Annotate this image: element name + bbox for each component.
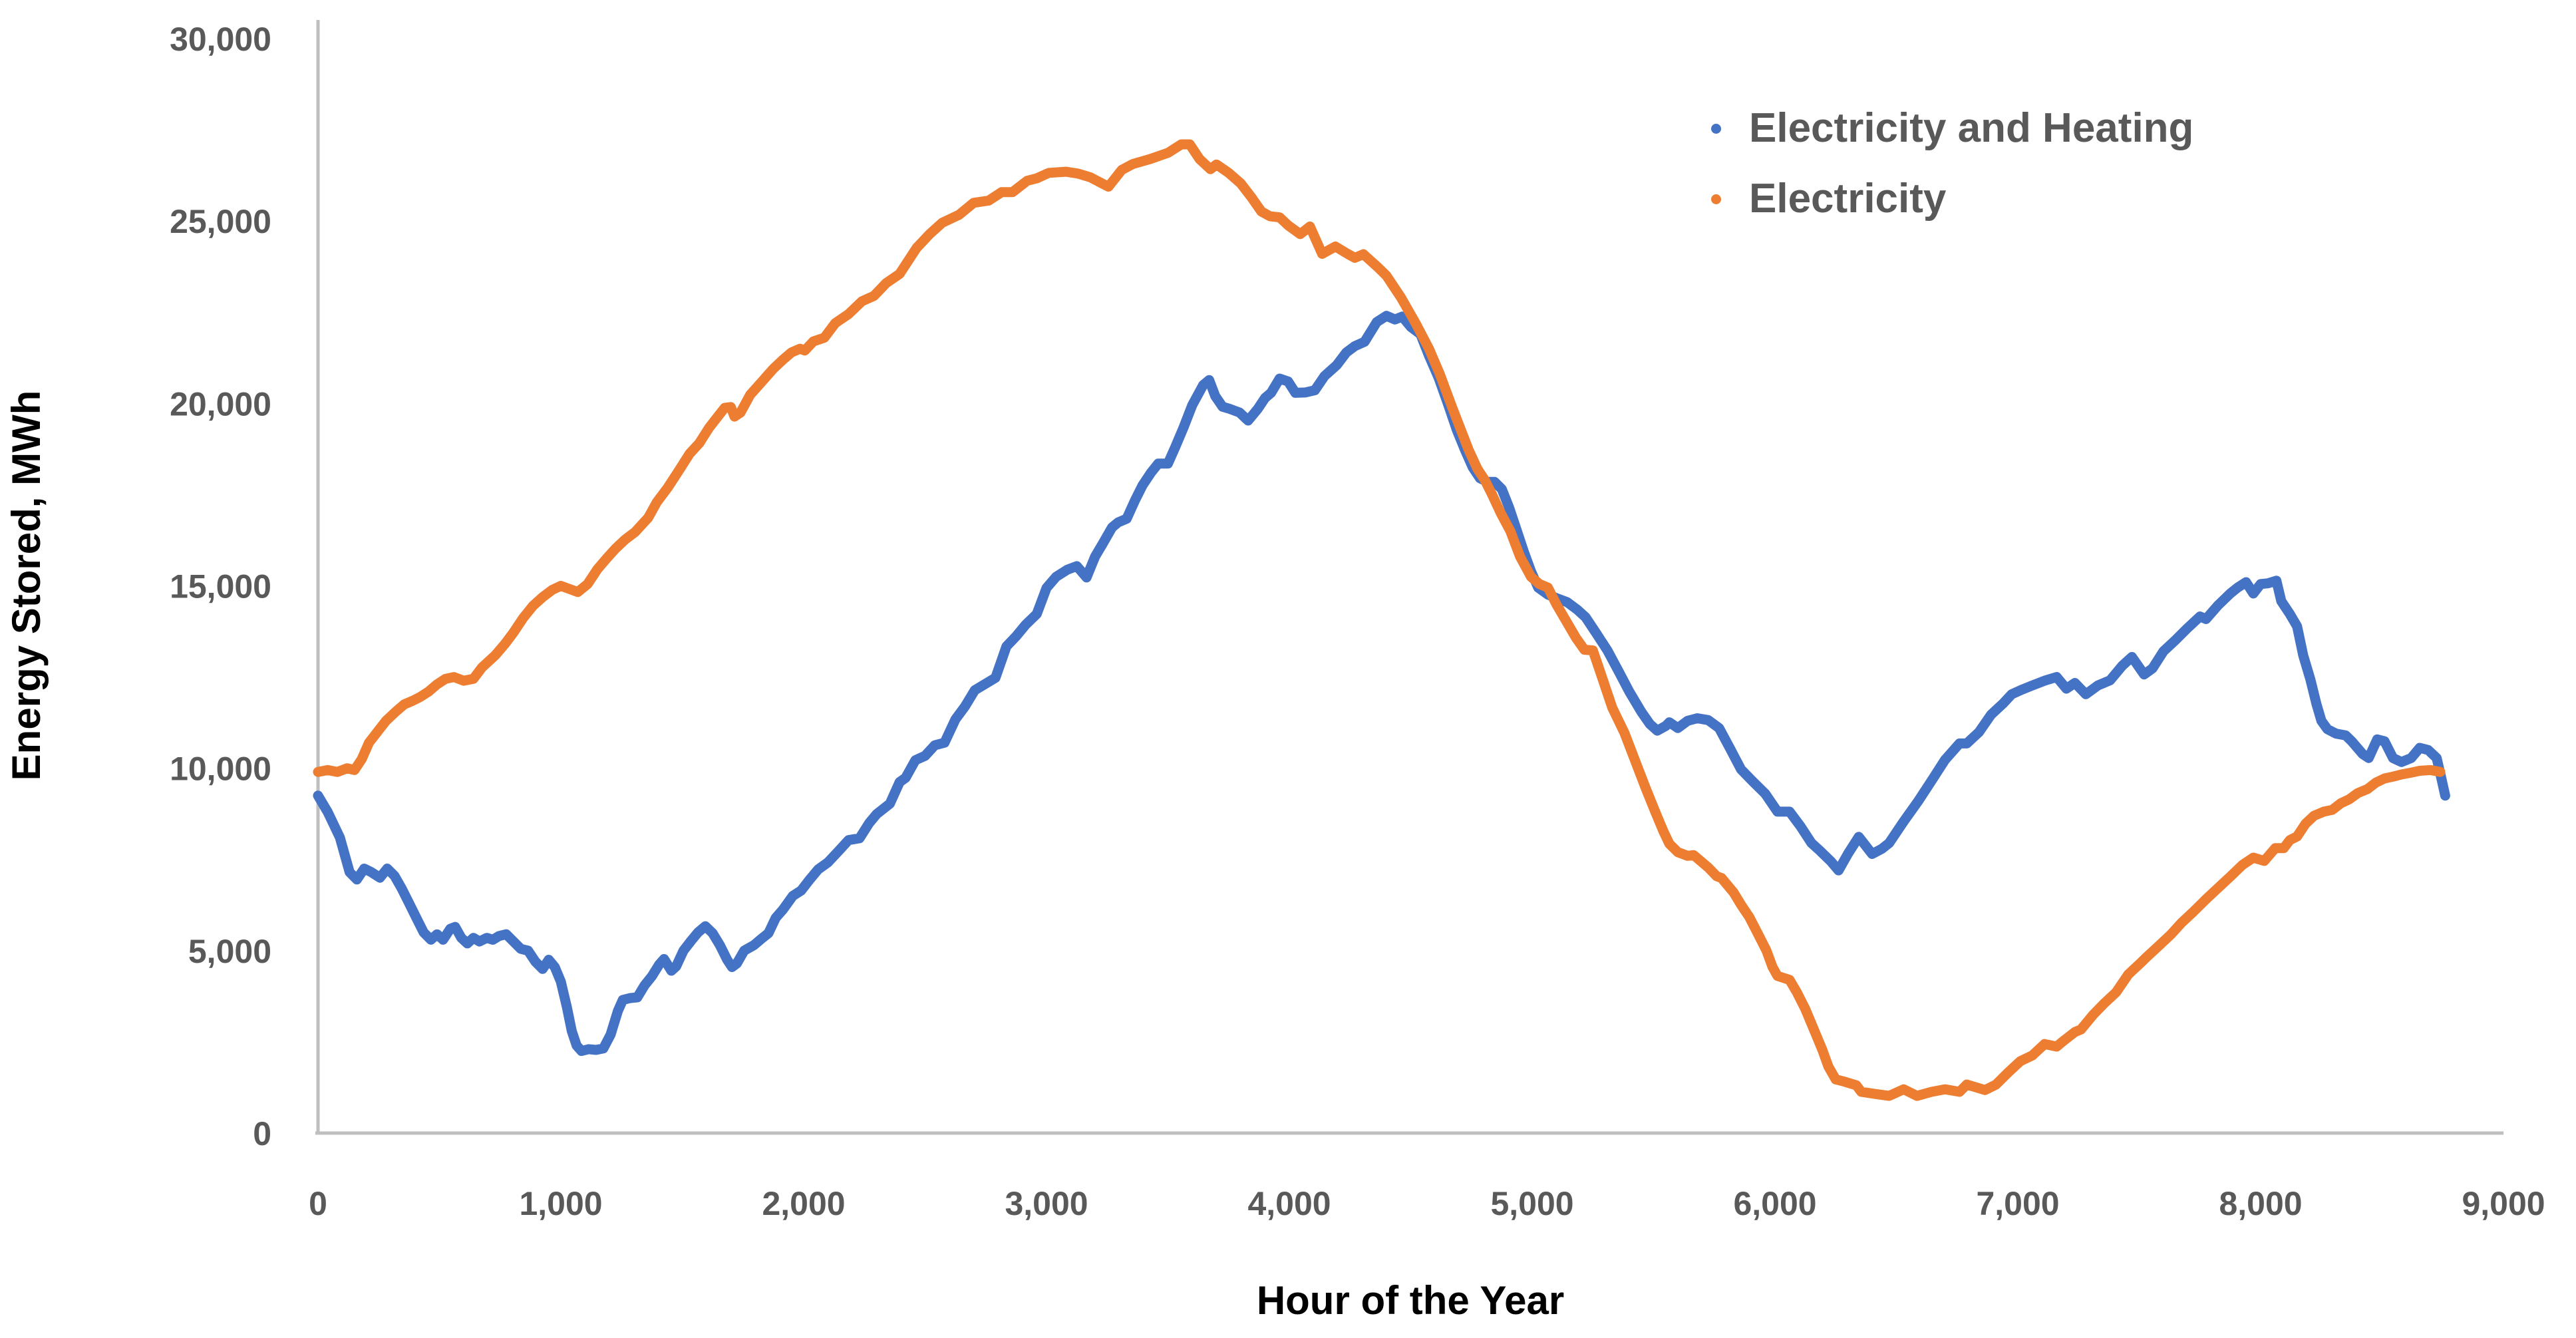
y-tick-label: 30,000 [170,21,271,58]
x-tick-label: 8,000 [2219,1185,2302,1222]
y-axis-title: Energy Stored, MWh [4,391,49,781]
y-tick-label: 5,000 [188,933,271,970]
legend-item-electricity: Electricity [1711,178,1946,220]
x-tick-label: 2,000 [762,1185,845,1222]
x-tick-label: 0 [309,1185,327,1222]
x-tick-label: 4,000 [1247,1185,1331,1222]
series-marker-icon [1711,194,1721,204]
y-tick-label: 25,000 [170,203,271,240]
x-tick-label: 1,000 [519,1185,602,1222]
series-marker-icon [1711,123,1721,134]
x-axis-title: Hour of the Year [1257,1278,1564,1323]
x-tick-label: 5,000 [1490,1185,1573,1222]
y-tick-label: 20,000 [170,385,271,422]
x-tick-label: 9,000 [2462,1185,2545,1222]
y-axis-tick-labels: 0 5,000 10,000 15,000 20,000 25,000 30,000 [170,21,271,1152]
legend-item-electricity-and-heating: Electricity and Heating [1711,108,2193,149]
x-tick-label: 6,000 [1733,1185,1816,1222]
y-tick-label: 15,000 [170,568,271,605]
x-tick-label: 3,000 [1005,1185,1088,1222]
series-line-electricity-and-heating [313,311,2450,1057]
series-lines [313,139,2450,1101]
x-tick-label: 7,000 [1976,1185,2059,1222]
series-line-electricity [313,139,2446,1101]
y-tick-label: 10,000 [170,751,271,788]
legend-label: Electricity [1749,176,1947,222]
y-tick-label: 0 [253,1115,271,1152]
legend-label: Electricity and Heating [1749,105,2194,151]
axis-lines [315,20,2503,1135]
x-axis-tick-labels: 0 1,000 2,000 3,000 4,000 5,000 6,000 7,000 8,00… [309,1185,2545,1222]
